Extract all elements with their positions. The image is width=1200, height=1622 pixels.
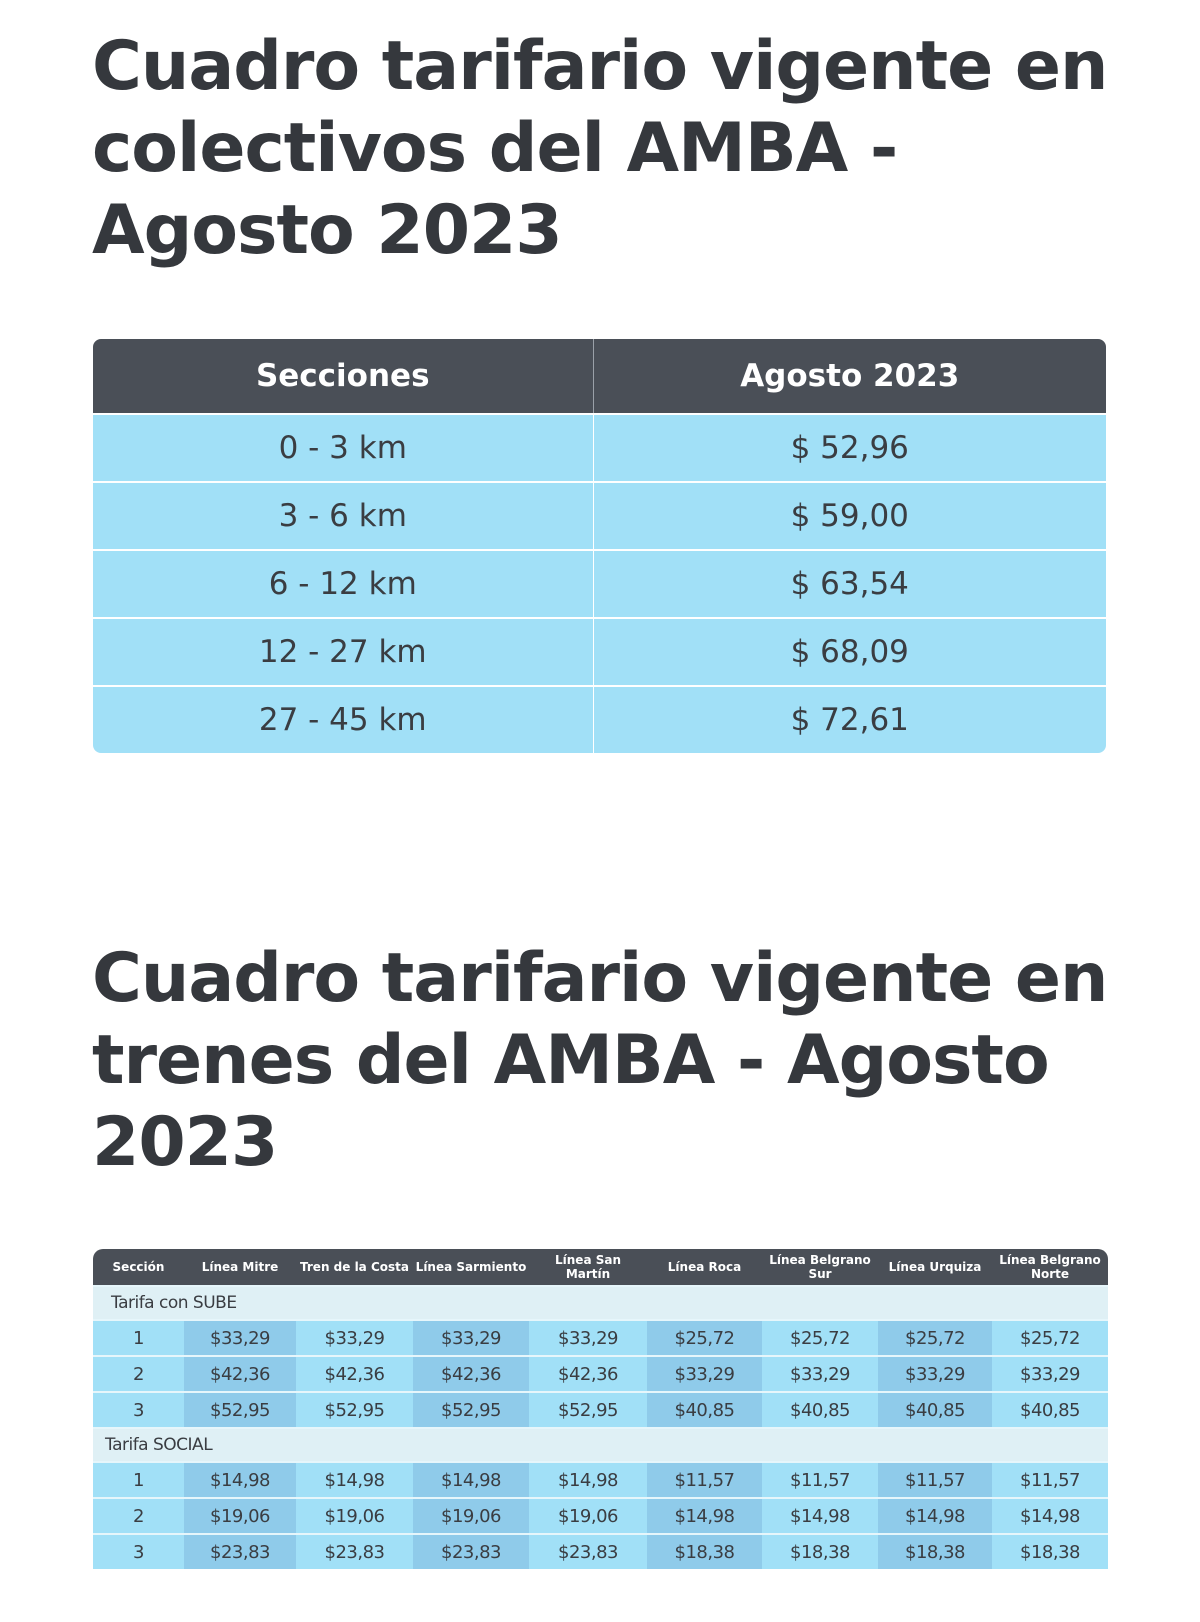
- section-cell: 2: [93, 1355, 184, 1392]
- fare-cell: $11,57: [762, 1461, 878, 1498]
- column-header: Línea Roca: [647, 1249, 762, 1286]
- fare-cell: $33,29: [992, 1355, 1108, 1392]
- fare-cell: $14,98: [529, 1461, 647, 1498]
- fare-cell: $ 52,96: [592, 413, 1106, 482]
- fare-cell: $42,36: [296, 1355, 413, 1392]
- fare-cell: $52,95: [296, 1391, 413, 1428]
- table-row: 3 $23,83 $23,83 $23,83 $23,83 $18,38 $18,38 $18…: [93, 1533, 1108, 1569]
- fare-cell: $25,72: [992, 1319, 1108, 1356]
- fare-cell: $23,83: [413, 1533, 529, 1569]
- group-row: Tarifa SOCIAL: [93, 1427, 1108, 1462]
- bus-fares-table: Secciones Agosto 2023 0 - 3 km $ 52,96 3 - …: [93, 339, 1106, 753]
- table-row: 1 $33,29 $33,29 $33,29 $33,29 $25,72 $25,72 $25…: [93, 1319, 1108, 1356]
- fare-cell: $18,38: [992, 1533, 1108, 1569]
- table-row: 2 $19,06 $19,06 $19,06 $19,06 $14,98 $14,98 $14…: [93, 1497, 1108, 1534]
- section-cell: 12 - 27 km: [93, 617, 593, 686]
- table-row: 3 $52,95 $52,95 $52,95 $52,95 $40,85 $40,85 $40…: [93, 1391, 1108, 1428]
- fare-cell: $14,98: [296, 1461, 413, 1498]
- fare-cell: $40,85: [992, 1391, 1108, 1428]
- fare-cell: $40,85: [647, 1391, 762, 1428]
- fare-cell: $23,83: [296, 1533, 413, 1569]
- section-cell: 2: [93, 1497, 184, 1534]
- column-header: Línea Belgrano Sur: [762, 1249, 878, 1286]
- column-header: Línea Sarmiento: [413, 1249, 529, 1286]
- section-cell: 3: [93, 1391, 184, 1428]
- fare-cell: $40,85: [762, 1391, 878, 1428]
- fare-cell: $42,36: [529, 1355, 647, 1392]
- train-fares-table: Sección Línea Mitre Tren de la Costa Línea …: [93, 1249, 1108, 1569]
- fare-cell: $18,38: [762, 1533, 878, 1569]
- column-header: Línea San Martín: [529, 1249, 647, 1286]
- fare-cell: $23,83: [184, 1533, 296, 1569]
- section-cell: 0 - 3 km: [93, 413, 593, 482]
- fare-cell: $33,29: [762, 1355, 878, 1392]
- column-header: Línea Mitre: [184, 1249, 296, 1286]
- section-cell: 1: [93, 1461, 184, 1498]
- fare-cell: $14,98: [762, 1497, 878, 1534]
- fare-cell: $14,98: [413, 1461, 529, 1498]
- group-row: Tarifa con SUBE: [93, 1285, 1108, 1320]
- table-row: 12 - 27 km $ 68,09: [93, 617, 1106, 686]
- table-row: 6 - 12 km $ 63,54: [93, 549, 1106, 618]
- section-cell: 27 - 45 km: [93, 685, 593, 753]
- fare-cell: $33,29: [647, 1355, 762, 1392]
- fare-cell: $14,98: [647, 1497, 762, 1534]
- fare-cell: $52,95: [184, 1391, 296, 1428]
- fare-cell: $25,72: [762, 1319, 878, 1356]
- column-header: Línea Urquiza: [878, 1249, 992, 1286]
- fare-cell: $25,72: [647, 1319, 762, 1356]
- section-cell: 6 - 12 km: [93, 549, 593, 618]
- fare-cell: $42,36: [184, 1355, 296, 1392]
- table-row: 0 - 3 km $ 52,96: [93, 413, 1106, 482]
- column-header: Tren de la Costa: [296, 1249, 413, 1286]
- fare-cell: $14,98: [992, 1497, 1108, 1534]
- column-header: Agosto 2023: [592, 339, 1106, 414]
- fare-cell: $11,57: [878, 1461, 992, 1498]
- fare-cell: $ 63,54: [592, 549, 1106, 618]
- fare-cell: $42,36: [413, 1355, 529, 1392]
- fare-cell: $19,06: [529, 1497, 647, 1534]
- fare-cell: $33,29: [184, 1319, 296, 1356]
- section-cell: 3 - 6 km: [93, 481, 593, 550]
- fare-cell: $25,72: [878, 1319, 992, 1356]
- table-row: 27 - 45 km $ 72,61: [93, 685, 1106, 753]
- fare-cell: $ 72,61: [592, 685, 1106, 753]
- fare-cell: $18,38: [647, 1533, 762, 1569]
- fare-cell: $14,98: [878, 1497, 992, 1534]
- fare-cell: $14,98: [184, 1461, 296, 1498]
- group-label: Tarifa con SUBE: [93, 1285, 1108, 1320]
- fare-cell: $52,95: [529, 1391, 647, 1428]
- fare-cell: $33,29: [529, 1319, 647, 1356]
- bus-fares-title: Cuadro tarifario vigente en colectivos d…: [92, 27, 1108, 270]
- fare-cell: $23,83: [529, 1533, 647, 1569]
- group-label: Tarifa SOCIAL: [93, 1427, 1108, 1462]
- fare-cell: $19,06: [296, 1497, 413, 1534]
- fare-cell: $40,85: [878, 1391, 992, 1428]
- fare-cell: $33,29: [878, 1355, 992, 1392]
- fare-cell: $11,57: [992, 1461, 1108, 1498]
- fare-cell: $11,57: [647, 1461, 762, 1498]
- column-header: Sección: [93, 1249, 184, 1286]
- column-header: Secciones: [93, 339, 593, 414]
- fare-cell: $19,06: [413, 1497, 529, 1534]
- table-row: 1 $14,98 $14,98 $14,98 $14,98 $11,57 $11,57 $11…: [93, 1461, 1108, 1498]
- section-cell: 3: [93, 1533, 184, 1569]
- fare-cell: $19,06: [184, 1497, 296, 1534]
- section-cell: 1: [93, 1319, 184, 1356]
- fare-cell: $33,29: [296, 1319, 413, 1356]
- fare-cell: $ 68,09: [592, 617, 1106, 686]
- table-row: 3 - 6 km $ 59,00: [93, 481, 1106, 550]
- fare-cell: $ 59,00: [592, 481, 1106, 550]
- fare-cell: $33,29: [413, 1319, 529, 1356]
- fare-cell: $52,95: [413, 1391, 529, 1428]
- column-header: Línea Belgrano Norte: [992, 1249, 1108, 1286]
- train-fares-title: Cuadro tarifario vigente en trenes del A…: [92, 939, 1108, 1182]
- table-row: 2 $42,36 $42,36 $42,36 $42,36 $33,29 $33,29 $33…: [93, 1355, 1108, 1392]
- fare-cell: $18,38: [878, 1533, 992, 1569]
